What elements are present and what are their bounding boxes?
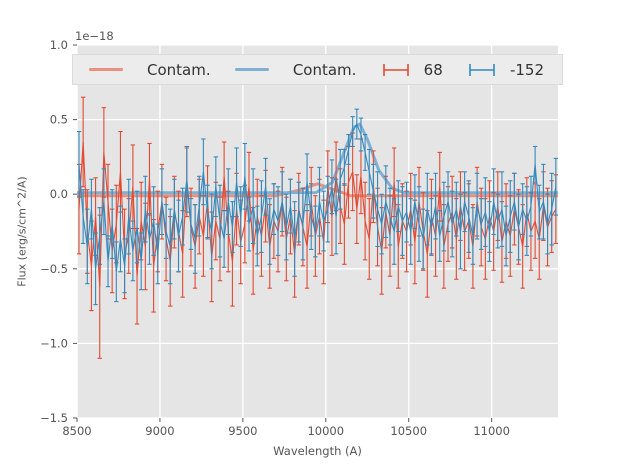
y-tick-label: 0.5 — [50, 113, 68, 127]
legend-item: 68 — [381, 61, 443, 79]
errorbar-series--152 — [77, 108, 558, 306]
legend-item: -152 — [467, 61, 544, 79]
legend-errorbar-marker-icon — [469, 63, 495, 76]
x-tick-label: 10500 — [390, 424, 427, 438]
y-tick-label: 0.0 — [50, 187, 68, 201]
x-axis-label: Wavelength (A) — [273, 444, 362, 458]
legend-line-marker-icon — [234, 67, 269, 72]
x-tick-label: 11000 — [473, 424, 510, 438]
y-tick-label: −1.0 — [40, 336, 68, 350]
x-tick-label: 9500 — [228, 424, 257, 438]
contam-model-line — [77, 122, 558, 195]
legend-label: -152 — [509, 60, 544, 79]
legend-label: 68 — [423, 60, 443, 79]
legend-errorbar-marker-icon — [382, 63, 409, 76]
y-axis-label: Flux (erg/s/cm^2/A) — [15, 176, 29, 287]
legend-item: Contam. — [89, 61, 211, 79]
y-tick-label: −1.5 — [40, 411, 68, 425]
x-tick-label: 9000 — [145, 424, 174, 438]
legend-label: Contam. — [292, 60, 357, 79]
y-axis-offset-text: 1e−18 — [75, 29, 114, 43]
x-tick-label: 8500 — [62, 424, 91, 438]
legend-item: Contam. — [234, 60, 357, 79]
errorbar-series-line — [78, 122, 557, 272]
legend-line-marker-icon — [89, 67, 123, 72]
legend-label: Contam. — [147, 60, 211, 79]
plot-series-group — [77, 96, 558, 359]
x-tick-label: 10000 — [307, 424, 344, 438]
legend: Contam. Contam. 68 -152 — [72, 54, 563, 85]
y-tick-label: −0.5 — [40, 262, 68, 276]
contam-model-line — [77, 182, 558, 198]
axes-background — [77, 45, 558, 418]
y-tick-label: 1.0 — [50, 38, 68, 52]
